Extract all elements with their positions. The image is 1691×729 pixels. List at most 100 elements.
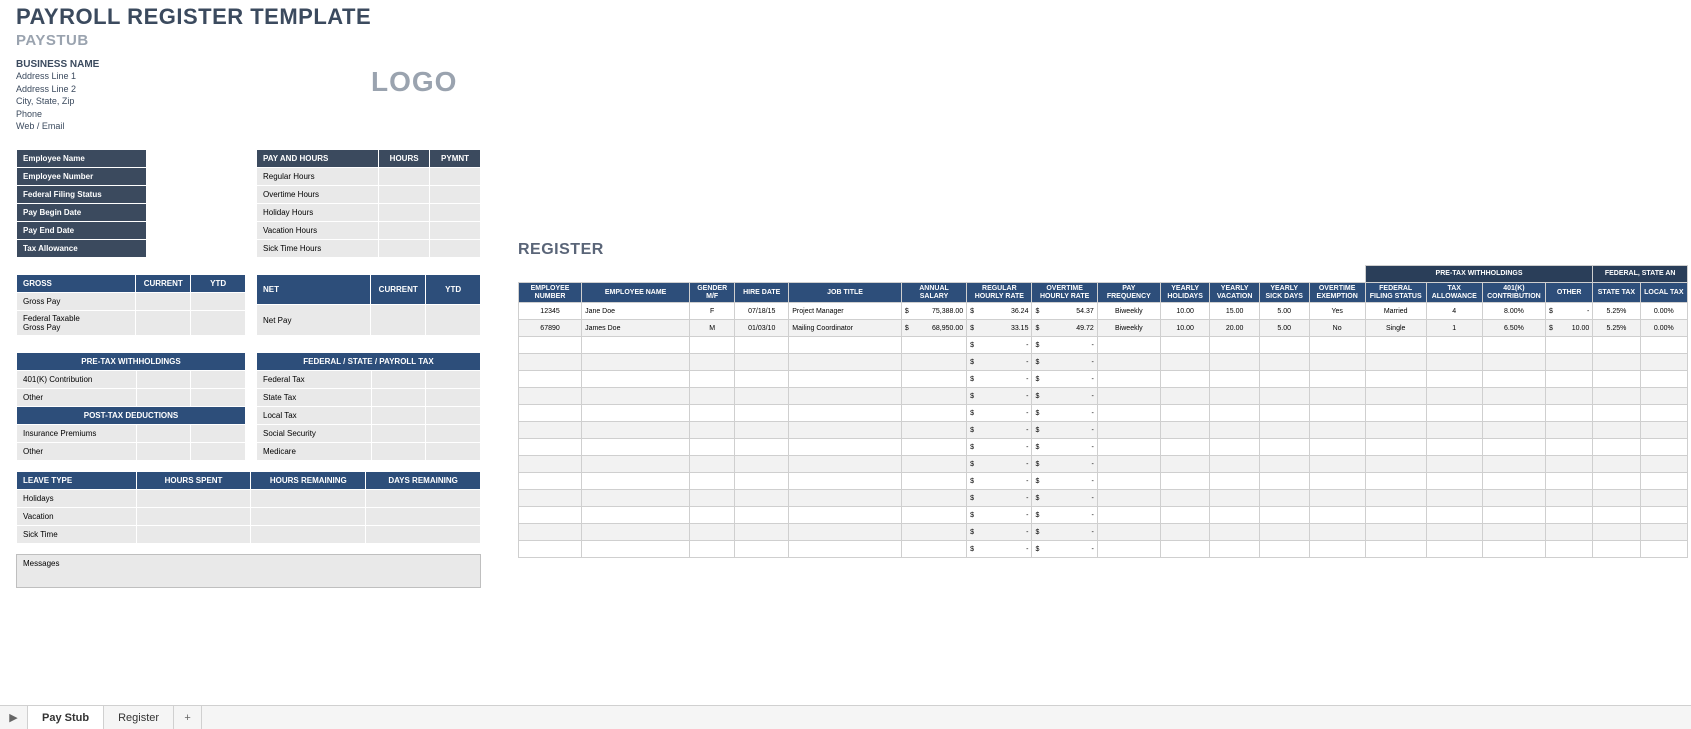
table-cell[interactable] <box>1545 388 1592 405</box>
table-cell[interactable] <box>1482 473 1545 490</box>
messages-box[interactable]: Messages <box>16 554 481 588</box>
payhours-row-hours[interactable] <box>379 221 430 239</box>
table-cell[interactable] <box>582 371 690 388</box>
table-cell[interactable] <box>1210 354 1260 371</box>
table-cell[interactable] <box>1426 337 1482 354</box>
table-cell[interactable] <box>1482 371 1545 388</box>
table-cell[interactable] <box>901 490 966 507</box>
table-cell[interactable]: M <box>690 320 735 337</box>
table-cell[interactable] <box>1593 490 1640 507</box>
leave-r3-hrem[interactable] <box>251 525 366 543</box>
table-cell[interactable] <box>789 439 902 456</box>
gross-pay-cur[interactable] <box>136 292 191 310</box>
leave-r3-drem[interactable] <box>366 525 481 543</box>
table-cell[interactable] <box>1309 354 1365 371</box>
table-cell[interactable] <box>1160 439 1210 456</box>
table-cell[interactable]: $- <box>967 490 1032 507</box>
table-cell[interactable] <box>1545 541 1592 558</box>
table-cell[interactable] <box>1593 473 1640 490</box>
table-cell[interactable] <box>1640 541 1687 558</box>
payhours-row-hours[interactable] <box>379 239 430 257</box>
table-cell[interactable] <box>1259 456 1309 473</box>
table-cell[interactable] <box>1160 507 1210 524</box>
table-cell[interactable]: 0.00% <box>1640 320 1687 337</box>
table-cell[interactable] <box>1545 405 1592 422</box>
posttax-r1-cur[interactable] <box>136 424 191 442</box>
table-cell[interactable] <box>1365 354 1426 371</box>
table-cell[interactable] <box>582 405 690 422</box>
table-cell[interactable] <box>1426 490 1482 507</box>
table-cell[interactable] <box>1309 337 1365 354</box>
tab-pay-stub[interactable]: Pay Stub <box>28 706 104 729</box>
leave-r3-spent[interactable] <box>136 525 251 543</box>
table-cell[interactable] <box>1545 371 1592 388</box>
table-cell[interactable] <box>519 388 582 405</box>
leave-r2-spent[interactable] <box>136 507 251 525</box>
table-cell[interactable] <box>1640 405 1687 422</box>
fedtax-r2-cur[interactable] <box>371 388 426 406</box>
table-cell[interactable] <box>901 388 966 405</box>
table-cell[interactable] <box>1210 439 1260 456</box>
table-cell[interactable] <box>1160 388 1210 405</box>
table-cell[interactable]: $- <box>967 439 1032 456</box>
payhours-row-pymnt[interactable] <box>430 185 481 203</box>
table-cell[interactable] <box>1482 490 1545 507</box>
table-cell[interactable]: $68,950.00 <box>901 320 966 337</box>
table-cell[interactable] <box>1259 405 1309 422</box>
posttax-r1-ytd[interactable] <box>191 424 246 442</box>
table-cell[interactable] <box>735 473 789 490</box>
table-cell[interactable] <box>901 354 966 371</box>
table-cell[interactable] <box>1097 405 1160 422</box>
table-cell[interactable] <box>582 541 690 558</box>
fedtax-r5-cur[interactable] <box>371 442 426 460</box>
table-cell[interactable] <box>789 524 902 541</box>
table-cell[interactable] <box>519 541 582 558</box>
payhours-row-pymnt[interactable] <box>430 239 481 257</box>
table-cell[interactable]: $- <box>967 524 1032 541</box>
table-cell[interactable] <box>1309 524 1365 541</box>
table-cell[interactable] <box>1309 473 1365 490</box>
table-cell[interactable] <box>582 388 690 405</box>
table-cell[interactable] <box>1593 371 1640 388</box>
table-cell[interactable] <box>519 490 582 507</box>
table-cell[interactable] <box>1545 354 1592 371</box>
table-cell[interactable] <box>789 371 902 388</box>
table-cell[interactable]: $- <box>967 473 1032 490</box>
table-cell[interactable] <box>1593 456 1640 473</box>
table-cell[interactable]: 15.00 <box>1210 303 1260 320</box>
table-cell[interactable] <box>789 337 902 354</box>
table-cell[interactable] <box>1482 507 1545 524</box>
table-cell[interactable]: Yes <box>1309 303 1365 320</box>
table-cell[interactable] <box>690 354 735 371</box>
table-cell[interactable] <box>1365 456 1426 473</box>
table-cell[interactable] <box>1160 456 1210 473</box>
table-cell[interactable] <box>582 473 690 490</box>
table-cell[interactable]: $- <box>967 507 1032 524</box>
table-cell[interactable] <box>690 405 735 422</box>
table-cell[interactable] <box>1545 490 1592 507</box>
table-cell[interactable] <box>690 371 735 388</box>
table-cell[interactable] <box>1259 422 1309 439</box>
fed-taxable-cur[interactable] <box>136 310 191 335</box>
table-cell[interactable] <box>1365 422 1426 439</box>
table-cell[interactable] <box>735 490 789 507</box>
table-cell[interactable] <box>1097 337 1160 354</box>
table-cell[interactable] <box>1593 541 1640 558</box>
leave-r2-drem[interactable] <box>366 507 481 525</box>
table-cell[interactable] <box>1593 337 1640 354</box>
pretax-r2-cur[interactable] <box>136 388 191 406</box>
table-cell[interactable]: $49.72 <box>1032 320 1097 337</box>
table-cell[interactable] <box>1210 490 1260 507</box>
table-cell[interactable]: $- <box>967 422 1032 439</box>
table-cell[interactable] <box>735 388 789 405</box>
table-cell[interactable] <box>1160 405 1210 422</box>
table-cell[interactable]: 6.50% <box>1482 320 1545 337</box>
table-cell[interactable] <box>1160 422 1210 439</box>
table-cell[interactable] <box>789 541 902 558</box>
table-cell[interactable] <box>735 541 789 558</box>
table-cell[interactable] <box>1365 507 1426 524</box>
payhours-row-hours[interactable] <box>379 167 430 185</box>
table-cell[interactable]: $- <box>967 456 1032 473</box>
table-cell[interactable] <box>735 422 789 439</box>
table-cell[interactable] <box>1259 524 1309 541</box>
